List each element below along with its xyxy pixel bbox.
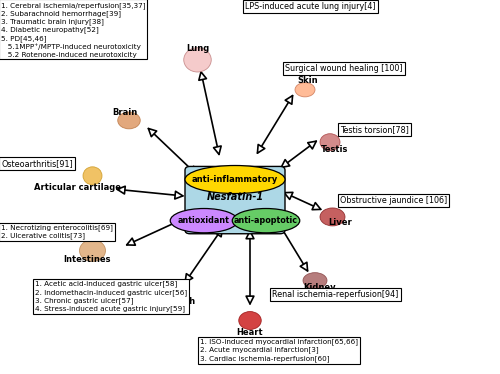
Text: Brain: Brain [112,108,138,117]
Ellipse shape [170,283,190,300]
Ellipse shape [232,209,300,233]
Text: antioxidant: antioxidant [178,216,230,225]
Text: 1. ISO-induced myocardial infarction[65,66]
2. Acute myocardial infarction[3]
3.: 1. ISO-induced myocardial infarction[65,… [200,338,358,362]
Ellipse shape [80,240,106,261]
Ellipse shape [303,273,327,288]
Text: Kidney: Kidney [304,283,336,292]
Ellipse shape [83,167,102,185]
Ellipse shape [184,48,211,72]
FancyBboxPatch shape [185,166,285,234]
Text: anti-inflammatory: anti-inflammatory [192,175,278,184]
Text: Nesfatin-1: Nesfatin-1 [206,192,264,202]
Ellipse shape [295,83,315,97]
Ellipse shape [170,209,238,233]
Text: Skin: Skin [297,76,318,85]
Text: Stomach: Stomach [154,297,196,306]
Ellipse shape [239,312,261,329]
Text: Articular cartilage: Articular cartilage [34,183,121,191]
Text: 1. Acetic acid-induced gastric ulcer[58]
2. Indomethacin-induced gastric ulcer[5: 1. Acetic acid-induced gastric ulcer[58]… [35,280,187,312]
Text: 1. Necrotizing enterocolitis[69]
2. Ulcerative colitis[73]: 1. Necrotizing enterocolitis[69] 2. Ulce… [1,224,113,239]
Text: Liver: Liver [328,218,352,227]
Ellipse shape [320,134,340,151]
Ellipse shape [118,112,140,129]
Text: anti-apoptotic: anti-apoptotic [234,216,298,225]
Text: 1. Cerebral ischemia/reperfusion[35,37]
2. Subarachnoid hemorrhage[39]
3. Trauma: 1. Cerebral ischemia/reperfusion[35,37] … [1,2,146,58]
Text: Lung: Lung [186,44,209,53]
Text: Intestines: Intestines [64,255,111,264]
Text: Heart: Heart [236,328,264,337]
Text: Testis: Testis [322,145,348,154]
Ellipse shape [320,208,345,226]
Text: Renal ischemia-reperfusion[94]: Renal ischemia-reperfusion[94] [272,290,399,299]
Text: LPS-induced acute lung injury[4]: LPS-induced acute lung injury[4] [245,2,376,11]
Text: Osteoarthritis[91]: Osteoarthritis[91] [1,159,73,168]
Text: Surgical wound healing [100]: Surgical wound healing [100] [285,64,403,73]
Text: Testis torsion[78]: Testis torsion[78] [340,125,409,134]
Ellipse shape [185,165,285,194]
Text: Obstructive jaundice [106]: Obstructive jaundice [106] [340,196,448,205]
